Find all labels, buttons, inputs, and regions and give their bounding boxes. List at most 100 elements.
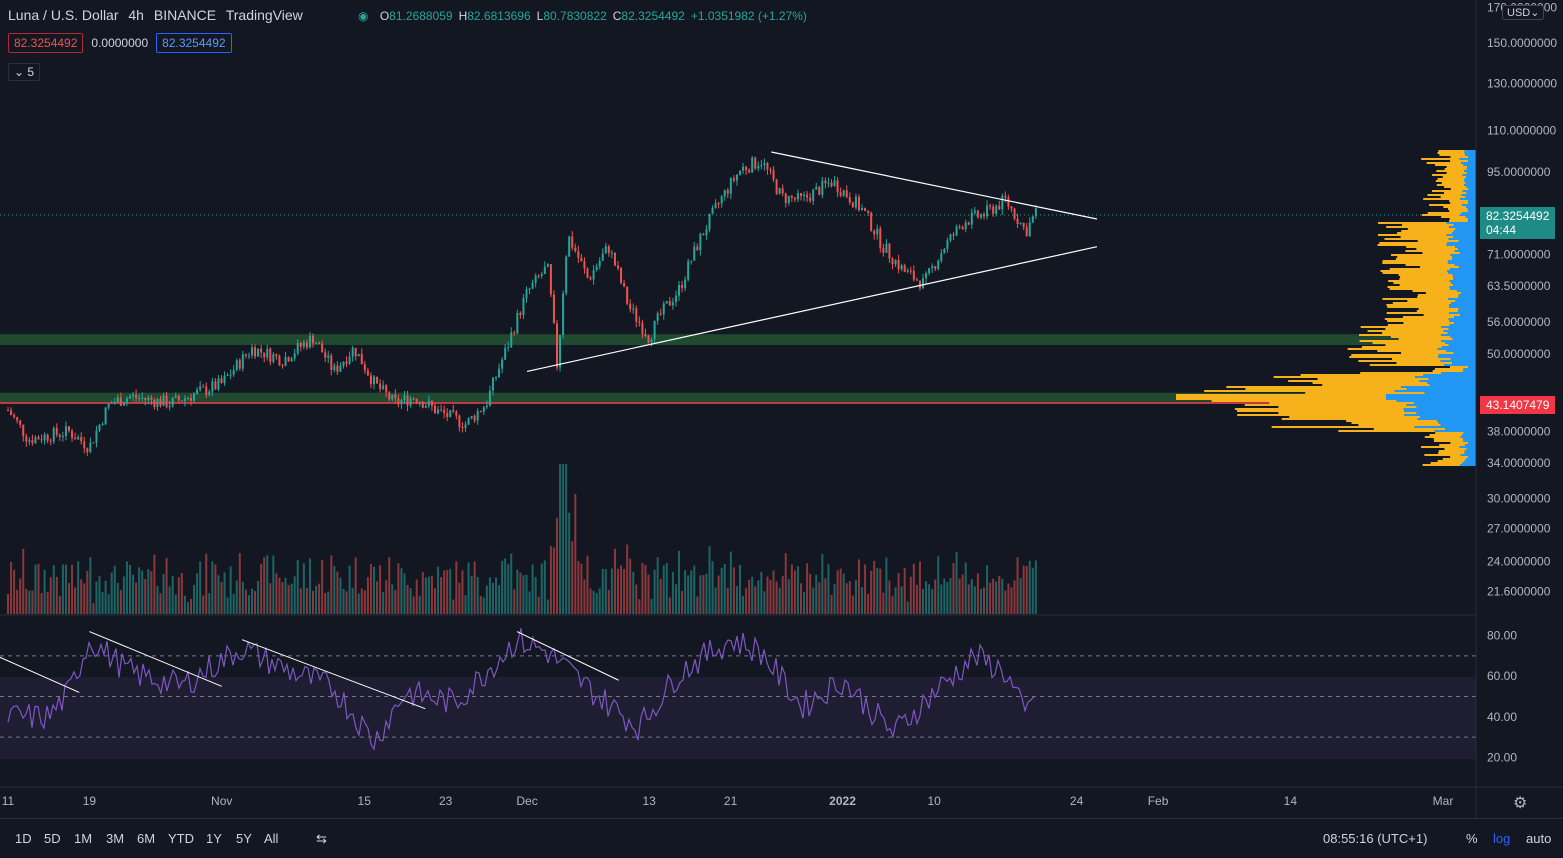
candle (397, 398, 400, 405)
range-button-6m[interactable]: 6M (137, 831, 156, 846)
triangle-upper-trendline[interactable] (771, 151, 1098, 220)
rsi-trendline[interactable] (516, 631, 619, 681)
volume-bar (107, 594, 110, 614)
settings-gear-icon[interactable]: ⚙ (1513, 795, 1528, 812)
triangle-lower-trendline[interactable] (526, 246, 1098, 372)
volume-profile-bar-up (1387, 324, 1450, 326)
volume-bar (183, 595, 186, 614)
volume-bar (315, 585, 318, 614)
candle (854, 196, 857, 208)
volume-profile-bar-down (1406, 388, 1476, 390)
volume-bar (970, 579, 973, 614)
range-button-1m[interactable]: 1M (74, 831, 93, 846)
volume-bar (748, 579, 751, 614)
candle (443, 409, 446, 413)
volume-bar (98, 576, 101, 614)
volume-profile-bar-down (1468, 202, 1476, 204)
volume-bar (31, 590, 34, 614)
candle (955, 226, 958, 236)
range-button-5y[interactable]: 5Y (236, 831, 252, 846)
rsi-trendline[interactable] (0, 652, 80, 693)
volume-profile-bar-up (1398, 274, 1453, 276)
candle (659, 313, 662, 315)
volume-bar (321, 559, 324, 614)
clock[interactable]: 08:55:16 (UTC+1) (1323, 831, 1428, 846)
volume-bar (989, 582, 992, 614)
interval-label: 4h (128, 7, 144, 23)
auto-toggle[interactable]: auto (1526, 831, 1552, 846)
volume-profile-bar-down (1394, 390, 1476, 392)
volume-bar (992, 578, 995, 614)
volume-bar (778, 587, 781, 614)
volume-profile-bar-down (1448, 318, 1476, 320)
candle (626, 286, 629, 304)
volume-profile-bar-up (1386, 226, 1450, 228)
currency-button[interactable]: USD⌄ (1502, 5, 1545, 20)
volume-bar (7, 594, 9, 614)
volume-profile-bar-up (1288, 380, 1420, 382)
candle (434, 405, 436, 414)
percent-toggle[interactable]: % (1466, 831, 1478, 846)
time-tick-label: 24 (1070, 794, 1084, 808)
range-button-1y[interactable]: 1Y (206, 831, 222, 846)
volume-profile-bar-down (1386, 394, 1476, 396)
volume-bar (647, 574, 650, 614)
volume-bar (110, 572, 113, 614)
candle (238, 360, 241, 369)
candle (287, 357, 290, 362)
log-toggle[interactable]: log (1493, 831, 1511, 846)
candle (37, 437, 40, 440)
volume-bar (757, 580, 760, 614)
rsi-trendline[interactable] (241, 639, 426, 710)
symbol-name[interactable]: Luna / U.S. Dollar (8, 7, 119, 23)
volume-bar (732, 567, 735, 614)
sell-button[interactable]: 82.3254492 (8, 33, 84, 53)
volume-bar (122, 576, 125, 614)
candle (385, 385, 388, 393)
candle (979, 214, 982, 218)
candle (943, 249, 946, 254)
volume-profile-bar-down (1451, 302, 1476, 304)
volume-bar (894, 587, 897, 614)
volume-profile-bar-down (1417, 418, 1476, 420)
volume-bar (101, 591, 104, 614)
volume-bar (946, 581, 949, 614)
range-button-all[interactable]: All (264, 831, 279, 846)
candle (241, 354, 244, 369)
range-button-5d[interactable]: 5D (44, 831, 61, 846)
volume-bar (705, 573, 708, 614)
range-button-3m[interactable]: 3M (106, 831, 125, 846)
volume-bar (275, 573, 278, 614)
candle (992, 206, 995, 214)
price-tick-label: 24.0000000 (1487, 555, 1551, 569)
indicators-toggle-button[interactable]: ⌄ 5 (8, 63, 41, 81)
candle (7, 410, 9, 412)
candle (839, 192, 842, 196)
volume-bar (824, 578, 827, 614)
candle (781, 188, 784, 194)
candle (333, 365, 336, 371)
range-button-ytd[interactable]: YTD (168, 831, 194, 846)
time-tick-label: 2022 (829, 794, 856, 808)
date-range-icon[interactable]: ⇆ (316, 831, 327, 846)
range-button-1d[interactable]: 1D (15, 831, 32, 846)
candle (983, 214, 985, 217)
volume-bar (421, 572, 424, 614)
volume-profile-bar-down (1463, 368, 1476, 370)
rsi-trendline[interactable] (89, 631, 222, 687)
volume-bar (498, 585, 501, 614)
volume-bar (641, 562, 644, 614)
volume-profile-bar-up (1387, 306, 1450, 308)
buy-button[interactable]: 82.3254492 (156, 33, 232, 53)
volume-profile-bar-down (1468, 188, 1476, 190)
volume-profile-bar-down (1458, 296, 1476, 298)
candle (86, 448, 89, 453)
volume-profile-bar-up (1269, 402, 1414, 404)
volume-bar (742, 596, 745, 614)
volume-profile-bar-down (1448, 344, 1476, 346)
volume-bar (342, 588, 345, 614)
candle (10, 410, 13, 416)
volume-bar (864, 564, 867, 614)
ohlc-value: 82.3254492 (621, 9, 685, 23)
